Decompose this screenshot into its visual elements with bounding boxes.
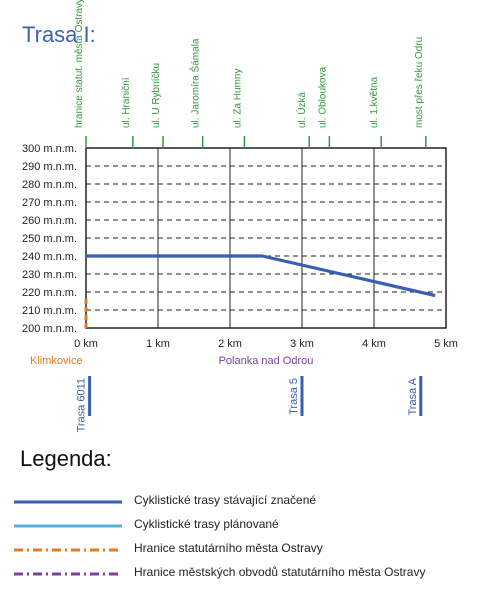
area-label-polanka: Polanka nad Odrou xyxy=(219,355,314,367)
street-label: ul. Hraniční xyxy=(121,77,132,128)
route-connection-label: Trasa 6011 xyxy=(76,378,88,432)
legend-swatch-existing xyxy=(14,500,122,504)
street-label: most přes řeku Odru xyxy=(414,37,425,128)
street-label: ul. 1.května xyxy=(369,76,380,128)
area-labels: Klimkovice Polanka nad Odrou xyxy=(30,355,313,367)
grid-layer xyxy=(86,148,446,328)
route-connections: Trasa 6011 Trasa 5 Trasa A xyxy=(76,376,423,432)
elevation-series-line xyxy=(86,254,436,298)
y-tick-label: 300 m.n.m. xyxy=(22,143,77,155)
legend-swatch-planned xyxy=(14,524,122,528)
legend-item-city-boundary: Hranice statutárního města Ostravy xyxy=(12,541,472,558)
street-label: ul. U Rybníčku xyxy=(151,63,162,128)
street-label: ul. Za Humny xyxy=(232,69,243,128)
legend-item-planned-routes: Cyklistické trasy plánované xyxy=(12,517,472,534)
series-layer xyxy=(86,254,436,298)
y-tick-label: 280 m.n.m. xyxy=(22,179,77,191)
y-tick-label: 210 m.n.m. xyxy=(22,305,77,317)
plot-frame xyxy=(85,147,447,329)
chart-title: Trasa I: xyxy=(22,22,96,47)
route-connection-label: Trasa A xyxy=(407,377,419,415)
route-connection-label: Trasa 5 xyxy=(288,378,300,415)
x-tick-label: 3 km xyxy=(290,338,314,350)
legend-item-district-boundary: Hranice městských obvodů statutárního mě… xyxy=(12,565,472,582)
legend-title: Legenda: xyxy=(20,446,112,471)
area-label-klimkovice: Klimkovice xyxy=(30,355,83,367)
y-tick-label: 250 m.n.m. xyxy=(22,233,77,245)
y-tick-label: 240 m.n.m. xyxy=(22,251,77,263)
legend-label-planned: Cyklistické trasy plánované xyxy=(134,517,279,531)
x-tick-label: 1 km xyxy=(146,338,170,350)
x-tick-label: 4 km xyxy=(362,338,386,350)
legend-swatch-district-boundary xyxy=(14,572,122,576)
legend-label-district-boundary: Hranice městských obvodů statutárního mě… xyxy=(134,565,426,579)
y-tick-label: 290 m.n.m. xyxy=(22,161,77,173)
x-tick-label: 0 km xyxy=(74,338,98,350)
street-label: ul. Obloukova xyxy=(317,66,328,128)
street-label: ul. Úzká xyxy=(295,91,308,128)
x-tick-label: 5 km xyxy=(434,338,458,350)
y-tick-label: 230 m.n.m. xyxy=(22,269,77,281)
street-markers: hranice statut. města Ostravy ul. Hraničn… xyxy=(74,0,427,148)
street-label: hranice statut. města Ostravy xyxy=(74,0,85,128)
legend-swatch-city-boundary xyxy=(14,548,122,552)
y-tick-label: 200 m.n.m. xyxy=(22,323,77,335)
street-label: ul. Jaromíra Šámala xyxy=(189,38,202,128)
legend-label-existing: Cyklistické trasy stávající značené xyxy=(134,493,317,507)
legend-label-city-boundary: Hranice statutárního města Ostravy xyxy=(134,541,323,555)
legend-item-existing-routes: Cyklistické trasy stávající značené xyxy=(12,493,472,510)
y-tick-label: 260 m.n.m. xyxy=(22,215,77,227)
x-tick-label: 2 km xyxy=(218,338,242,350)
y-tick-label: 270 m.n.m. xyxy=(22,197,77,209)
elevation-profile-chart: 200 m.n.m. 210 m.n.m. 220 m.n.m. 230 m.n.m.… xyxy=(22,0,458,432)
y-tick-label: 220 m.n.m. xyxy=(22,287,77,299)
axis-layer: 200 m.n.m. 210 m.n.m. 220 m.n.m. 230 m.n.m.… xyxy=(22,143,458,350)
